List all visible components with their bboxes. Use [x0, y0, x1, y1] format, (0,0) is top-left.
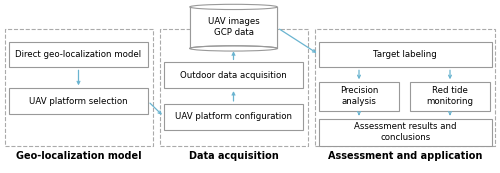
Text: UAV platform selection: UAV platform selection	[29, 97, 128, 106]
Text: Direct geo-localization model: Direct geo-localization model	[16, 50, 142, 59]
Text: Precision
analysis: Precision analysis	[340, 86, 378, 107]
Text: Assessment and application: Assessment and application	[328, 151, 482, 161]
Text: Red tide
monitoring: Red tide monitoring	[426, 86, 474, 107]
Text: Target labeling: Target labeling	[374, 50, 437, 59]
Bar	[9, 88, 148, 114]
Ellipse shape	[190, 4, 277, 10]
Bar	[160, 29, 308, 146]
Bar	[319, 82, 399, 111]
Bar	[164, 104, 303, 130]
Bar	[164, 62, 303, 88]
Text: UAV images
GCP data: UAV images GCP data	[208, 17, 260, 37]
Text: Outdoor data acquisition: Outdoor data acquisition	[180, 71, 287, 80]
Text: Data acquisition: Data acquisition	[189, 151, 278, 161]
Bar	[9, 42, 148, 67]
Ellipse shape	[190, 46, 277, 51]
Text: Assessment results and
conclusions: Assessment results and conclusions	[354, 122, 456, 142]
Text: UAV platform configuration: UAV platform configuration	[175, 112, 292, 121]
Bar	[190, 7, 277, 48]
Bar	[319, 42, 492, 67]
Bar	[5, 29, 152, 146]
Bar	[410, 82, 490, 111]
Text: Geo-localization model: Geo-localization model	[16, 151, 142, 161]
Bar	[190, 7, 277, 48]
Bar	[315, 29, 495, 146]
Bar	[319, 119, 492, 146]
